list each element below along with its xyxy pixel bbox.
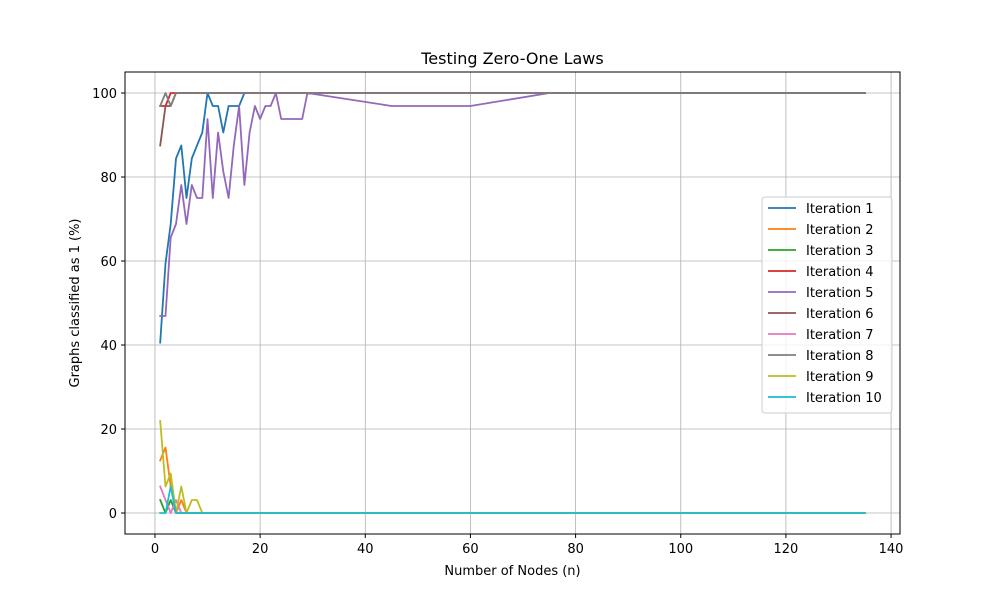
y-tick-label: 100 [92, 87, 117, 102]
chart-title: Testing Zero-One Laws [420, 49, 603, 68]
legend-label: Iteration 7 [806, 328, 874, 343]
y-tick-label: 60 [100, 255, 117, 270]
series-line-iteration-7 [159, 485, 866, 514]
legend-label: Iteration 2 [806, 223, 874, 238]
series-line-iteration-3 [159, 498, 866, 514]
y-axis-title: Graphs classified as 1 (%) [68, 218, 83, 387]
x-tick-label: 60 [462, 542, 479, 557]
x-tick-label: 140 [879, 542, 904, 557]
series-line-iteration-8 [159, 92, 866, 108]
series-line-iteration-2 [159, 446, 866, 514]
x-tick-label: 20 [252, 542, 269, 557]
x-tick-label: 0 [151, 542, 159, 557]
x-tick-label: 40 [357, 542, 374, 557]
series-lines [159, 92, 866, 514]
series-line-iteration-5 [159, 92, 866, 317]
legend-box [761, 196, 893, 414]
y-tick-label: 40 [100, 339, 117, 354]
legend-label: Iteration 8 [806, 349, 874, 364]
legend: Iteration 1 Iteration 2 Iteration 3 Iterati… [761, 196, 893, 414]
series-line-iteration-9 [159, 420, 866, 514]
plot-area-frame [124, 71, 901, 535]
y-axis-ticks: 0 20 40 60 80 100 [92, 87, 125, 522]
series-line-iteration-6 [159, 92, 866, 147]
y-tick-label: 20 [100, 423, 117, 438]
x-axis-title: Number of Nodes (n) [444, 564, 580, 579]
series-line-iteration-10 [159, 485, 866, 514]
y-tick-label: 80 [100, 171, 117, 186]
series-line-iteration-1 [159, 92, 866, 344]
legend-label: Iteration 6 [806, 307, 874, 322]
legend-label: Iteration 3 [806, 244, 874, 259]
x-tick-label: 120 [773, 542, 798, 557]
x-axis-ticks: 0 20 40 60 80 100 120 140 [151, 534, 904, 557]
legend-label: Iteration 5 [806, 286, 874, 301]
x-tick-label: 80 [567, 542, 584, 557]
y-tick-label: 0 [109, 507, 117, 522]
legend-label: Iteration 4 [806, 265, 874, 280]
legend-label: Iteration 9 [806, 370, 874, 385]
legend-label: Iteration 1 [806, 202, 874, 217]
x-tick-label: 100 [668, 542, 693, 557]
legend-label: Iteration 10 [806, 391, 882, 406]
